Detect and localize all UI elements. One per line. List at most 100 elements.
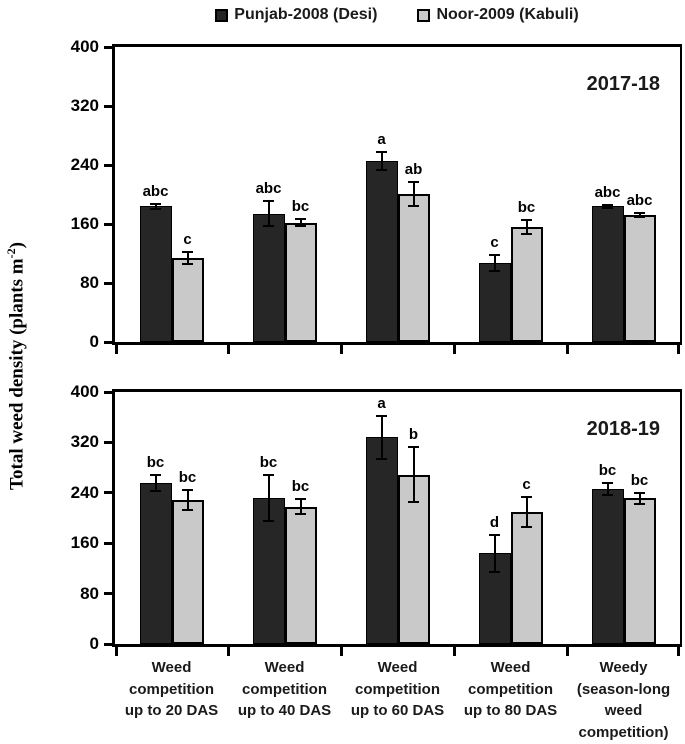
error-bar — [606, 204, 609, 208]
significance-label: bc — [146, 453, 165, 471]
error-bar-cap — [521, 218, 532, 221]
y-tick — [104, 592, 112, 596]
error-bar-cap — [182, 488, 193, 491]
significance-label: bc — [598, 462, 617, 480]
y-tick-label: 0 — [89, 332, 99, 351]
bar — [623, 215, 656, 342]
error-bar-cap — [489, 534, 500, 537]
x-tick — [452, 647, 456, 656]
x-tick — [339, 345, 343, 354]
bar — [252, 213, 285, 342]
x-category-label-line: competition — [242, 680, 327, 698]
x-tick — [452, 345, 456, 354]
y-tick — [104, 541, 112, 545]
error-bar-cap — [602, 493, 613, 496]
y-tick — [104, 281, 112, 285]
y-axis-title-close: ) — [6, 242, 28, 249]
x-tick — [226, 647, 230, 656]
x-tick — [226, 345, 230, 354]
x-tick — [677, 647, 680, 656]
x-tick — [565, 345, 569, 354]
error-bar — [525, 219, 528, 235]
bar — [365, 437, 398, 644]
y-tick — [104, 390, 112, 394]
bar — [284, 222, 317, 342]
bar — [284, 506, 317, 644]
x-axis-labels: Weed competition up to 20 DAS Weed competiti… — [115, 657, 680, 744]
error-bar-cap — [376, 169, 387, 172]
error-bar — [412, 181, 415, 206]
y-tick-label: 80 — [80, 273, 99, 292]
error-bar — [493, 254, 496, 272]
error-bar-cap — [295, 498, 306, 501]
bar — [510, 512, 543, 644]
error-bar-cap — [521, 496, 532, 499]
x-category-label-line: up to 60 DAS — [350, 702, 445, 719]
legend-item-punjab: Punjab-2008 (Desi) — [215, 6, 377, 24]
x-category-label-line: up to 20 DAS — [124, 702, 219, 719]
error-bar — [154, 204, 157, 209]
x-category-label: Weedy (season-long weed competition) — [564, 657, 684, 743]
significance-label: abc — [255, 180, 282, 198]
y-tick-label: 240 — [70, 155, 99, 174]
error-bar-cap — [489, 253, 500, 256]
error-bar-cap — [376, 151, 387, 154]
error-bar-cap — [602, 203, 613, 206]
error-bar-cap — [408, 180, 419, 183]
error-bar-cap — [408, 500, 419, 503]
x-category-label-line: (season-long — [576, 680, 671, 698]
y-tick-label: 400 — [70, 382, 99, 401]
error-bar-cap — [634, 502, 645, 505]
error-bar-cap — [634, 216, 645, 219]
legend-swatch-punjab-icon — [215, 8, 229, 22]
x-category-label-line: weed — [604, 702, 643, 719]
error-bar-cap — [602, 206, 613, 209]
panel-title: 2017-18 — [586, 73, 660, 95]
error-bar-cap — [408, 204, 419, 207]
bar — [365, 161, 398, 342]
error-bar-cap — [376, 457, 387, 460]
error-bar-cap — [150, 473, 161, 476]
y-tick — [104, 163, 112, 167]
significance-label: c — [183, 231, 192, 249]
bar — [591, 489, 624, 644]
x-category-label-line: Weed — [151, 659, 192, 676]
x-category-label-line: competition — [355, 680, 440, 698]
significance-label: bc — [630, 472, 649, 490]
error-bar-cap — [182, 262, 193, 265]
bar — [591, 206, 624, 342]
error-bar — [154, 474, 157, 491]
x-category-label-line: competition — [129, 680, 214, 698]
bar — [171, 257, 204, 342]
significance-label: bc — [517, 198, 536, 216]
x-category-label-line: Weedy — [599, 659, 648, 676]
significance-label: bc — [259, 453, 278, 471]
error-bar — [638, 212, 641, 218]
error-bar-cap — [263, 520, 274, 523]
significance-label: a — [377, 394, 386, 412]
bar — [397, 193, 430, 342]
legend: Punjab-2008 (Desi) Noor-2009 (Kabuli) — [112, 6, 682, 24]
error-bar-cap — [521, 526, 532, 529]
error-bar-cap — [150, 489, 161, 492]
error-bar-cap — [489, 570, 500, 573]
y-tick — [104, 642, 112, 646]
significance-label: c — [522, 476, 531, 494]
error-bar-cap — [263, 225, 274, 228]
x-category-label-line: competition) — [578, 723, 669, 741]
y-axis-title-superscript: -2 — [4, 248, 18, 259]
error-bar — [267, 474, 270, 522]
significance-label: d — [489, 514, 500, 532]
error-bar — [525, 497, 528, 528]
panel-2018-19: 0 80 160 240 320 400 bc bc bc bc a b d c bc bc 2018-19 — [71, 383, 682, 656]
x-category-label: Weed competition up to 20 DAS — [112, 657, 232, 722]
y-tick — [104, 45, 112, 49]
bar — [139, 206, 172, 342]
error-bar — [267, 201, 270, 227]
error-bar-cap — [295, 513, 306, 516]
y-tick — [104, 440, 112, 444]
y-tick — [104, 104, 112, 108]
significance-label: abc — [594, 183, 621, 201]
significance-label: bc — [178, 468, 197, 486]
